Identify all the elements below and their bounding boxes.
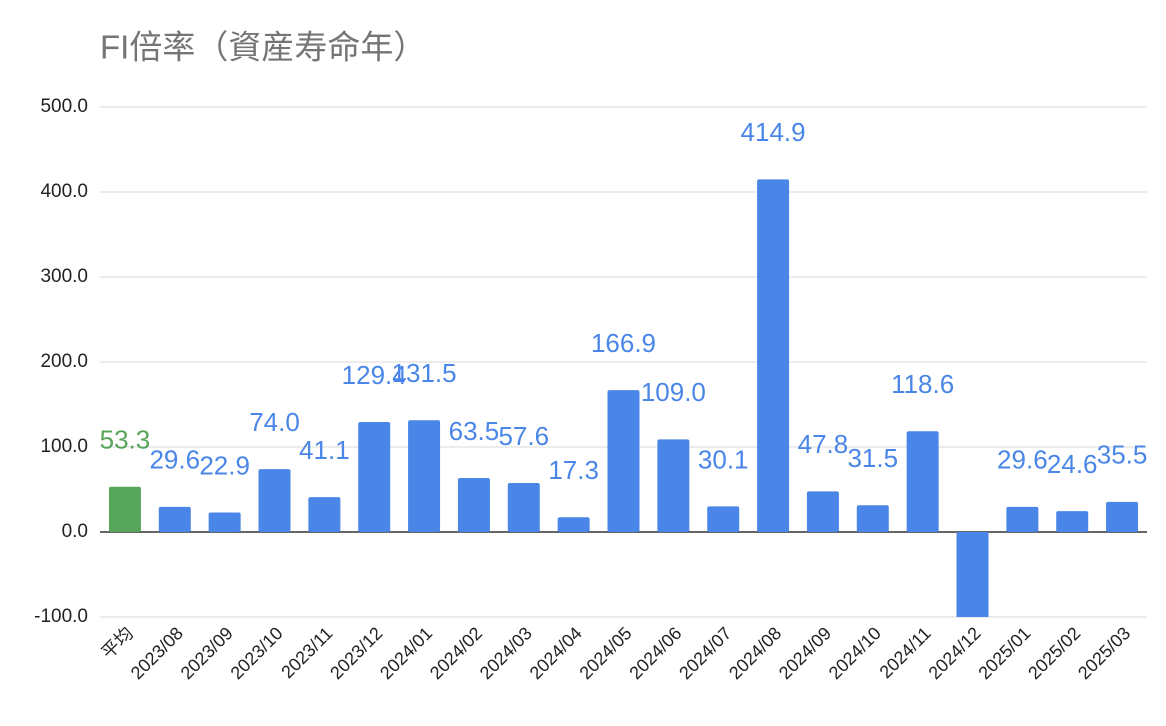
x-tick-label: 2024/10 bbox=[825, 623, 885, 683]
y-tick-label: 200.0 bbox=[40, 351, 88, 372]
bar bbox=[1006, 506, 1039, 532]
bars bbox=[108, 179, 1139, 617]
x-tick-label: 2024/12 bbox=[925, 623, 985, 683]
bar bbox=[507, 483, 540, 532]
bar bbox=[158, 506, 191, 532]
x-tick-label: 2024/01 bbox=[376, 623, 436, 683]
data-label: 30.1 bbox=[698, 444, 749, 474]
bar bbox=[806, 491, 839, 532]
x-tick-label: 2024/02 bbox=[426, 623, 486, 683]
x-tick-label: 2025/03 bbox=[1074, 623, 1134, 683]
y-tick-label: 500.0 bbox=[40, 96, 88, 117]
bar bbox=[557, 517, 590, 532]
bar bbox=[607, 390, 640, 532]
data-label: 29.6 bbox=[997, 445, 1048, 475]
y-tick-label: -100.0 bbox=[34, 606, 88, 627]
data-label: 53.3 bbox=[100, 425, 151, 455]
data-label: 129.4 bbox=[342, 360, 407, 390]
bar bbox=[108, 486, 141, 532]
bar bbox=[258, 469, 291, 532]
data-label: 57.6 bbox=[498, 421, 549, 451]
bar bbox=[1106, 501, 1139, 532]
data-label: 41.1 bbox=[299, 435, 350, 465]
y-tick-label: 0.0 bbox=[62, 521, 88, 542]
x-tick-label: 2023/09 bbox=[177, 623, 237, 683]
data-label: 414.9 bbox=[741, 117, 806, 147]
x-tick-label: 2024/09 bbox=[775, 623, 835, 683]
bar bbox=[707, 506, 740, 532]
x-tick-label: 2024/05 bbox=[576, 623, 636, 683]
x-tick-label: 2023/11 bbox=[277, 623, 336, 682]
bar bbox=[906, 431, 939, 532]
y-tick-label: 300.0 bbox=[40, 266, 88, 287]
y-tick-label: 400.0 bbox=[40, 181, 88, 202]
bar bbox=[408, 420, 441, 532]
x-tick-label: 2025/02 bbox=[1024, 623, 1084, 683]
x-tick-label: 2024/07 bbox=[675, 623, 735, 683]
bar bbox=[1056, 511, 1089, 532]
data-label: 22.9 bbox=[199, 450, 250, 480]
x-tick-label: 平均 bbox=[98, 623, 138, 663]
x-tick-label: 2023/12 bbox=[326, 623, 386, 683]
data-label: 74.0 bbox=[249, 407, 300, 437]
data-label: 24.6 bbox=[1047, 449, 1098, 479]
x-tick-label: 2023/10 bbox=[227, 623, 287, 683]
x-tick-label: 2024/08 bbox=[725, 623, 785, 683]
data-label: 35.5 bbox=[1097, 440, 1148, 470]
data-label: 47.8 bbox=[798, 429, 849, 459]
bar bbox=[956, 532, 989, 617]
x-tick-label: 2024/06 bbox=[625, 623, 685, 683]
data-label: 131.5 bbox=[392, 358, 457, 388]
x-tick-label: 2025/01 bbox=[974, 623, 1034, 683]
data-label: 17.3 bbox=[548, 455, 599, 485]
bar bbox=[757, 179, 790, 532]
data-label: 63.5 bbox=[449, 416, 500, 446]
x-tick-label: 2024/03 bbox=[476, 623, 536, 683]
bar bbox=[358, 422, 391, 532]
data-label: 118.6 bbox=[891, 369, 954, 399]
data-label: 109.0 bbox=[641, 377, 706, 407]
bar bbox=[208, 512, 241, 532]
data-label: 29.6 bbox=[149, 445, 200, 475]
chart-title: FI倍率（資産寿命年） bbox=[100, 29, 426, 66]
bar bbox=[457, 478, 490, 532]
bar bbox=[856, 505, 889, 532]
x-tick-label: 2023/08 bbox=[127, 623, 187, 683]
data-label: 31.5 bbox=[847, 443, 898, 473]
data-label: 166.9 bbox=[591, 328, 656, 358]
y-tick-label: 100.0 bbox=[40, 436, 88, 457]
x-tick-label: 2024/11 bbox=[876, 623, 935, 682]
bar bbox=[657, 439, 690, 532]
bar bbox=[308, 497, 341, 532]
x-tick-label: 2024/04 bbox=[526, 623, 586, 683]
